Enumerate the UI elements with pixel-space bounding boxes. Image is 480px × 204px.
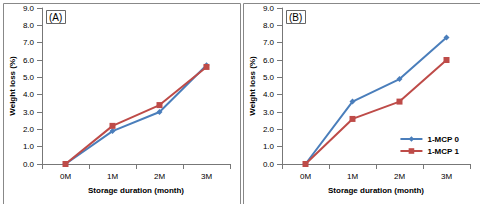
svg-text:8.0: 8.0 xyxy=(23,21,35,30)
svg-text:Storage duration (month): Storage duration (month) xyxy=(88,186,184,195)
svg-text:0M: 0M xyxy=(60,172,71,181)
svg-text:9.0: 9.0 xyxy=(263,4,275,13)
svg-text:2M: 2M xyxy=(394,172,405,181)
svg-text:6.0: 6.0 xyxy=(263,56,275,65)
svg-text:Weight loss (%): Weight loss (%) xyxy=(248,56,257,116)
svg-text:(A): (A) xyxy=(49,12,62,23)
svg-text:4.0: 4.0 xyxy=(263,90,275,99)
svg-text:5.0: 5.0 xyxy=(23,73,35,82)
svg-text:Weight loss (%): Weight loss (%) xyxy=(8,56,17,116)
svg-text:7.0: 7.0 xyxy=(263,38,275,47)
svg-text:9.0: 9.0 xyxy=(23,4,35,13)
svg-text:1-MCP 1: 1-MCP 1 xyxy=(427,147,459,156)
svg-text:0M: 0M xyxy=(300,172,311,181)
svg-text:5.0: 5.0 xyxy=(263,73,275,82)
svg-text:8.0: 8.0 xyxy=(263,21,275,30)
svg-text:2.0: 2.0 xyxy=(263,125,275,134)
svg-text:1-MCP 0: 1-MCP 0 xyxy=(427,135,459,144)
svg-text:Storage duration (month): Storage duration (month) xyxy=(328,186,424,195)
svg-text:0.0: 0.0 xyxy=(263,160,275,169)
svg-text:4.0: 4.0 xyxy=(23,90,35,99)
svg-text:1M: 1M xyxy=(107,172,118,181)
svg-text:1.0: 1.0 xyxy=(263,142,275,151)
svg-text:7.0: 7.0 xyxy=(23,38,35,47)
svg-text:3.0: 3.0 xyxy=(263,108,275,117)
svg-text:2M: 2M xyxy=(154,172,165,181)
svg-text:3M: 3M xyxy=(441,172,452,181)
svg-text:1.0: 1.0 xyxy=(23,142,35,151)
svg-text:2.0: 2.0 xyxy=(23,125,35,134)
svg-text:3M: 3M xyxy=(201,172,212,181)
svg-text:1M: 1M xyxy=(347,172,358,181)
svg-text:6.0: 6.0 xyxy=(23,56,35,65)
svg-text:0.0: 0.0 xyxy=(23,160,35,169)
svg-text:3.0: 3.0 xyxy=(23,108,35,117)
svg-text:(B): (B) xyxy=(289,12,302,23)
